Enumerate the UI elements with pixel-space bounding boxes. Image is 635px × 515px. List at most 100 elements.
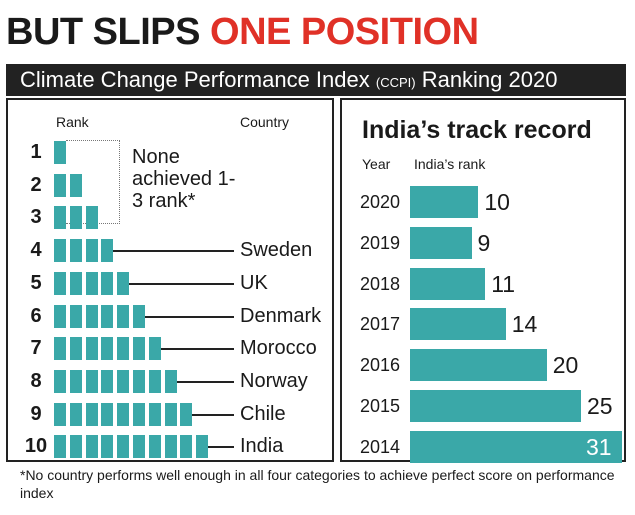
rank-bar (410, 308, 506, 341)
rank-cell (101, 402, 114, 426)
rank-cell (69, 239, 82, 263)
rank-cell (69, 369, 82, 393)
leader-line (129, 282, 234, 285)
rank-bar (410, 390, 581, 422)
rank-cell (164, 435, 177, 459)
rank-cell (101, 435, 114, 459)
rank-cell (69, 304, 82, 328)
rank-value-label: 20 (552, 352, 579, 379)
india-rank-header: India’s rank (414, 156, 486, 172)
rank-cell (117, 304, 130, 328)
rank-cell (85, 369, 98, 393)
rank-cell (117, 337, 130, 361)
rank-cell (133, 435, 145, 459)
rank-value-label: 14 (511, 311, 538, 338)
rank-bar (410, 349, 547, 382)
rank-cell (117, 435, 130, 459)
title-tail: Ranking 2020 (415, 67, 558, 92)
rank-number: 9 (30, 402, 42, 425)
rank-cell (117, 369, 130, 393)
rank-value-label: 11 (491, 270, 516, 297)
rank-cell (164, 402, 177, 426)
rank-cell (101, 271, 114, 295)
rank-cell (85, 239, 98, 263)
rank-cell (69, 206, 82, 230)
rank-cell (54, 206, 66, 230)
headline: BUT SLIPS ONE POSITION (6, 8, 479, 56)
rank-cell (180, 435, 193, 459)
none-achieved-note: None achieved 1-3 rank* (132, 146, 236, 212)
rank-cell (101, 337, 114, 361)
rank-cell (85, 337, 98, 361)
rank-header: Rank (56, 114, 89, 130)
country-label: Chile (240, 402, 286, 425)
leader-line (160, 348, 234, 351)
rank-cell (69, 402, 82, 426)
rank-cell (164, 369, 177, 393)
rank-cell (101, 369, 114, 393)
rank-cell (54, 369, 66, 393)
country-label: UK (240, 271, 268, 294)
rank-cell (85, 304, 98, 328)
country-label: Denmark (240, 304, 322, 327)
rank-cell (85, 435, 98, 459)
rank-bar (410, 430, 622, 463)
rank-cell (117, 271, 130, 295)
year-label: 2016 (360, 355, 401, 376)
rank-number: 1 (30, 141, 42, 163)
rank-cell (54, 239, 66, 263)
leader-line (208, 446, 234, 449)
year-header: Year (362, 156, 391, 172)
year-label: 2018 (360, 273, 401, 294)
footnote: *No country performs well enough in all … (20, 467, 615, 501)
rank-cell (85, 271, 98, 295)
year-label: 2019 (360, 232, 401, 253)
rank-cell (133, 369, 145, 393)
rank-cell (133, 337, 145, 361)
title-main: Climate Change Performance Index (20, 67, 376, 92)
country-label: India (240, 435, 284, 458)
rank-cell (54, 173, 66, 197)
rank-value-label: 25 (586, 393, 613, 419)
year-label: 2017 (360, 314, 401, 335)
country-header: Country (240, 114, 290, 130)
leader-line (192, 413, 234, 416)
rank-number: 7 (30, 337, 42, 360)
rank-cell (69, 173, 82, 197)
ranking-panel (6, 98, 334, 462)
year-label: 2014 (360, 436, 401, 457)
year-label: 2015 (360, 396, 401, 416)
rank-cell (54, 141, 66, 164)
rank-cell (69, 271, 82, 295)
headline-part1: BUT SLIPS (6, 11, 211, 53)
rank-value-label: 31 (586, 433, 612, 460)
rank-cell (85, 206, 98, 230)
rank-cell (54, 435, 66, 459)
rank-cell (54, 402, 66, 426)
rank-cell (180, 402, 193, 426)
rank-cell (148, 369, 161, 393)
title-abbr: (CCPI) (375, 75, 416, 90)
rank-bar (410, 226, 472, 259)
rank-cell (85, 402, 98, 426)
rank-cell (148, 337, 161, 361)
leader-line (145, 315, 234, 318)
country-label: Norway (240, 369, 308, 392)
chart-title-bar: Climate Change Performance Index (CCPI) … (6, 64, 626, 96)
rank-cell (69, 435, 82, 459)
country-label: Morocco (240, 337, 317, 360)
rank-cell (196, 435, 209, 459)
rank-cell (101, 304, 114, 328)
rank-cell (54, 337, 66, 361)
rank-cell (148, 402, 161, 426)
rank-number: 8 (30, 369, 42, 392)
track-record-title: India’s track record (362, 116, 592, 144)
rank-cell (69, 337, 82, 361)
rank-value-label: 10 (484, 189, 510, 215)
leader-line (113, 250, 234, 253)
rank-number: 2 (30, 173, 42, 196)
rank-cell (54, 271, 66, 295)
headline-accent: ONE POSITION (210, 11, 479, 53)
rank-number: 10 (24, 435, 48, 458)
